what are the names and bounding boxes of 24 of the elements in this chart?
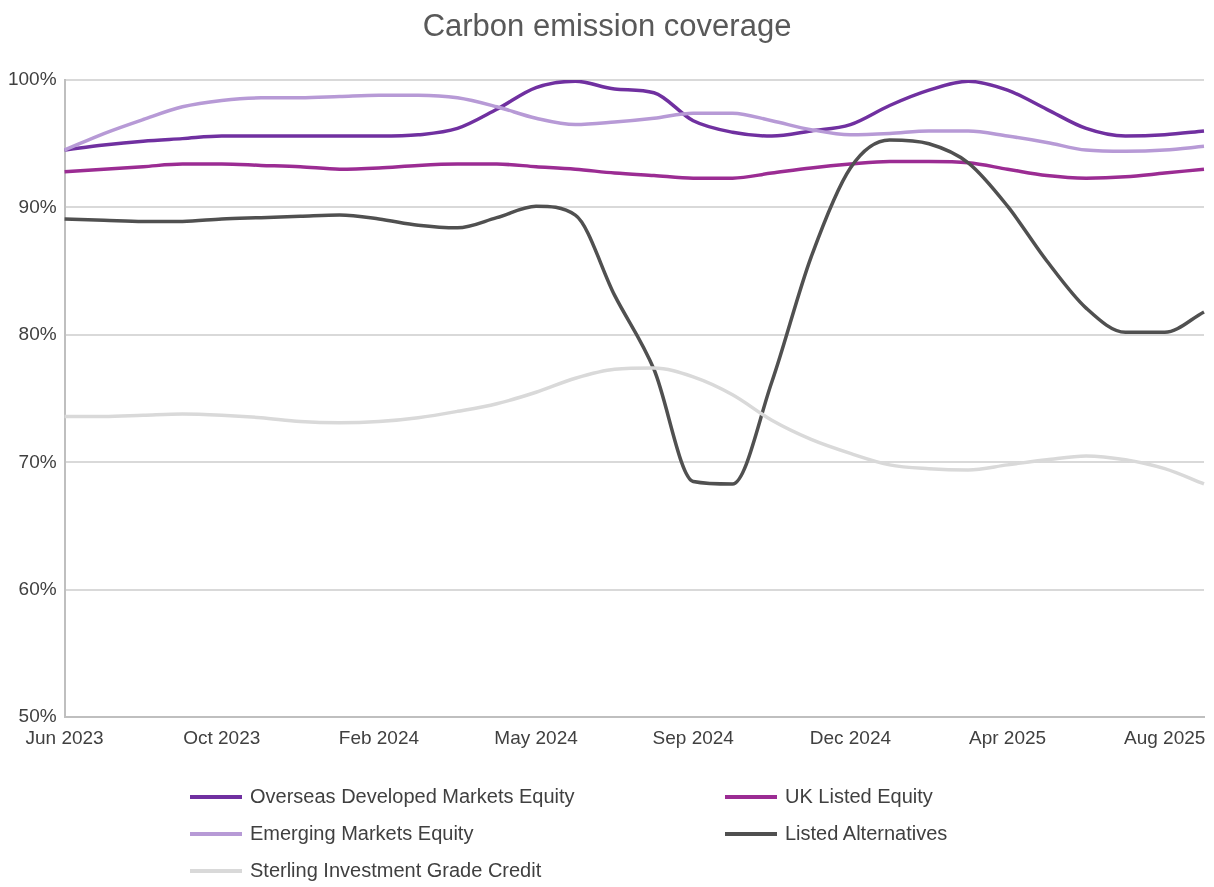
x-tick-label: Oct 2023	[183, 726, 261, 748]
x-tick-label: May 2024	[494, 726, 579, 748]
legend-label: Overseas Developed Markets Equity	[250, 785, 575, 808]
chart-title: Carbon emission coverage	[421, 8, 793, 44]
legend-label: UK Listed Equity	[785, 785, 933, 808]
x-tick-label: Jun 2023	[25, 726, 104, 748]
y-tick-label: 80%	[18, 323, 57, 345]
y-tick-label: 70%	[18, 450, 57, 472]
y-tick-label: 90%	[18, 195, 57, 217]
y-tick-label: 60%	[18, 577, 57, 599]
line-series	[62, 366, 1206, 486]
y-tick-label: 50%	[18, 705, 57, 727]
legend-label: Emerging Markets Equity	[250, 822, 474, 845]
x-tick-label: Sep 2024	[652, 726, 735, 748]
line-series	[62, 93, 1206, 154]
legend-label: Sterling Investment Grade Credit	[250, 859, 542, 882]
legend-label: Listed Alternatives	[785, 822, 948, 845]
y-tick-label: 100%	[7, 68, 57, 90]
x-tick-label: Dec 2024	[809, 726, 892, 748]
x-tick-label: Aug 2025	[1124, 726, 1206, 748]
line-series	[62, 138, 1206, 486]
x-tick-label: Feb 2024	[338, 726, 420, 748]
x-tick-label: Apr 2025	[968, 726, 1047, 748]
line-series	[62, 159, 1206, 180]
